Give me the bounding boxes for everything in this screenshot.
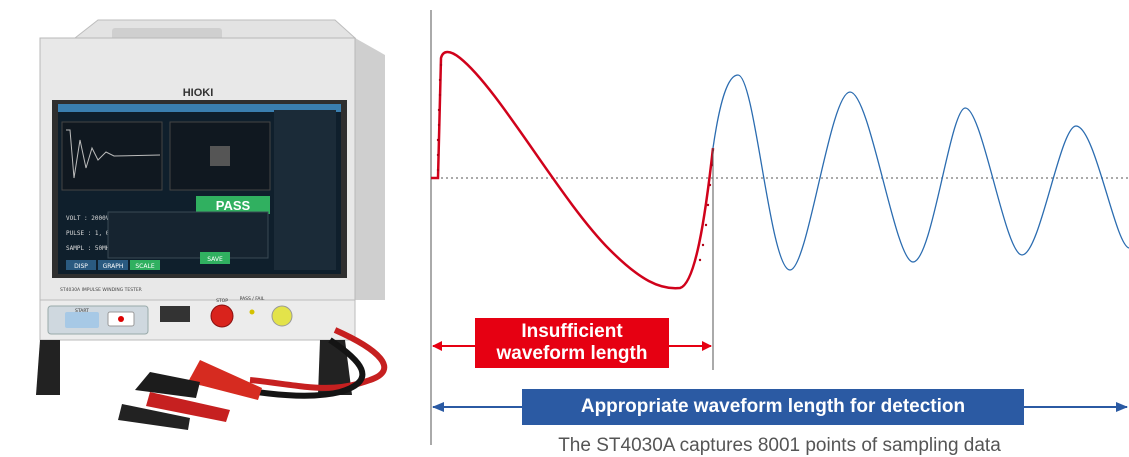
stop-key-label: STOP — [216, 298, 228, 304]
tab-disp: DISP — [74, 263, 88, 270]
caption-text: The ST4030A captures 8001 points of samp… — [558, 435, 1001, 456]
insufficient-length-label: Insufficient waveform length — [475, 318, 669, 368]
appropriate-waveform-trace — [712, 74, 1129, 271]
insufficient-line-1: Insufficient — [521, 321, 623, 342]
tab-scale: SCALE — [135, 263, 154, 270]
screen-row-volt: VOLT : 2000V — [66, 215, 110, 222]
appropriate-length-label: Appropriate waveform length for detectio… — [522, 389, 1024, 425]
insufficient-line-2: waveform length — [496, 343, 648, 364]
screen-row-pulse: PULSE : 1, 0 — [66, 230, 110, 237]
brand-logo: HIOKI — [183, 87, 214, 99]
pass-fail-label: PASS / FAIL — [240, 296, 265, 302]
sample-points — [436, 63, 715, 262]
model-label: ST4030A IMPULSE WINDING TESTER — [60, 287, 142, 293]
start-key-label: START — [75, 308, 89, 314]
insufficient-waveform-trace — [431, 50, 715, 290]
judgment-badge — [196, 196, 270, 214]
save-key: SAVE — [207, 256, 223, 263]
impulse-winding-tester-image: HIOKI PASS VOLT : 2000V PULSE : 1, 0 SAM… — [36, 19, 388, 430]
screen-row-sampl: SAMPL : 50MHz — [66, 245, 113, 252]
judgment-text: PASS — [216, 198, 251, 213]
tab-graph: GRAPH — [103, 263, 124, 270]
